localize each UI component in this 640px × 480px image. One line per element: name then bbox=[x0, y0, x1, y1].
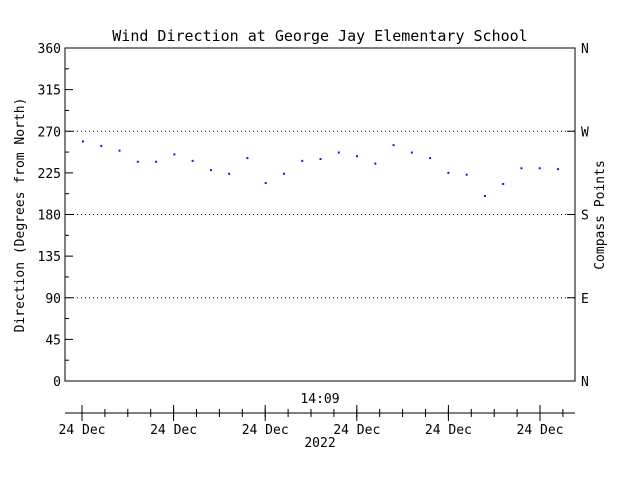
compass-label: N bbox=[581, 42, 589, 57]
y-tick-label: 225 bbox=[38, 167, 61, 182]
x-tick-label: 24 Dec bbox=[242, 423, 289, 438]
data-point bbox=[538, 167, 541, 170]
data-point bbox=[465, 173, 468, 176]
data-point bbox=[282, 172, 285, 175]
data-point bbox=[429, 157, 432, 160]
compass-label: E bbox=[581, 292, 589, 307]
data-point bbox=[447, 171, 450, 174]
data-point bbox=[301, 159, 304, 162]
data-point bbox=[82, 140, 84, 143]
data-point bbox=[319, 158, 322, 160]
data-point bbox=[356, 155, 359, 158]
data-point bbox=[209, 169, 212, 172]
data-point bbox=[410, 151, 413, 154]
data-point bbox=[483, 195, 486, 197]
y-axis-right: N E S W N bbox=[567, 42, 589, 390]
y-tick-label: 90 bbox=[45, 292, 61, 307]
y-tick-label: 0 bbox=[53, 375, 61, 390]
year-label: 2022 bbox=[304, 436, 335, 451]
y-tick-label: 180 bbox=[38, 209, 61, 224]
data-point bbox=[337, 151, 340, 154]
data-point bbox=[374, 162, 377, 165]
compass-label: W bbox=[581, 125, 589, 140]
x-tick-label: 24 Dec bbox=[333, 423, 380, 438]
compass-label: N bbox=[581, 375, 589, 390]
y-tick-label: 135 bbox=[38, 250, 61, 265]
x-axis: 24 Dec 24 Dec 24 Dec 24 Dec 24 Dec 24 Dec bbox=[59, 405, 564, 438]
y-tick-label: 270 bbox=[38, 125, 61, 140]
y-tick-label: 45 bbox=[45, 333, 61, 348]
x-tick-label: 24 Dec bbox=[150, 423, 197, 438]
y2-axis-label: Compass Points bbox=[593, 160, 608, 270]
data-point bbox=[520, 167, 523, 170]
data-point bbox=[264, 182, 267, 185]
data-point bbox=[100, 145, 103, 148]
y-axis-label: Direction (Degrees from North) bbox=[13, 98, 28, 333]
grid-lines bbox=[65, 130, 575, 299]
y-axis-left: 0 45 90 135 180 225 270 315 360 bbox=[38, 42, 73, 390]
data-point bbox=[191, 159, 194, 162]
data-point bbox=[173, 153, 176, 156]
y-tick-label: 360 bbox=[38, 42, 61, 57]
data-point bbox=[392, 144, 395, 147]
x-tick-label: 24 Dec bbox=[517, 423, 564, 438]
data-point bbox=[118, 149, 121, 152]
x-tick-label: 24 Dec bbox=[425, 423, 472, 438]
data-point bbox=[502, 182, 505, 185]
data-point bbox=[557, 168, 559, 171]
data-points bbox=[82, 140, 559, 197]
compass-label: S bbox=[581, 209, 589, 224]
time-label: 14:09 bbox=[300, 392, 339, 407]
x-tick-label: 24 Dec bbox=[59, 423, 106, 438]
chart-title: Wind Direction at George Jay Elementary … bbox=[112, 27, 527, 45]
data-point bbox=[155, 160, 158, 163]
y-tick-label: 315 bbox=[38, 84, 61, 99]
data-point bbox=[246, 157, 249, 160]
data-point bbox=[136, 160, 139, 163]
data-point bbox=[228, 172, 231, 175]
